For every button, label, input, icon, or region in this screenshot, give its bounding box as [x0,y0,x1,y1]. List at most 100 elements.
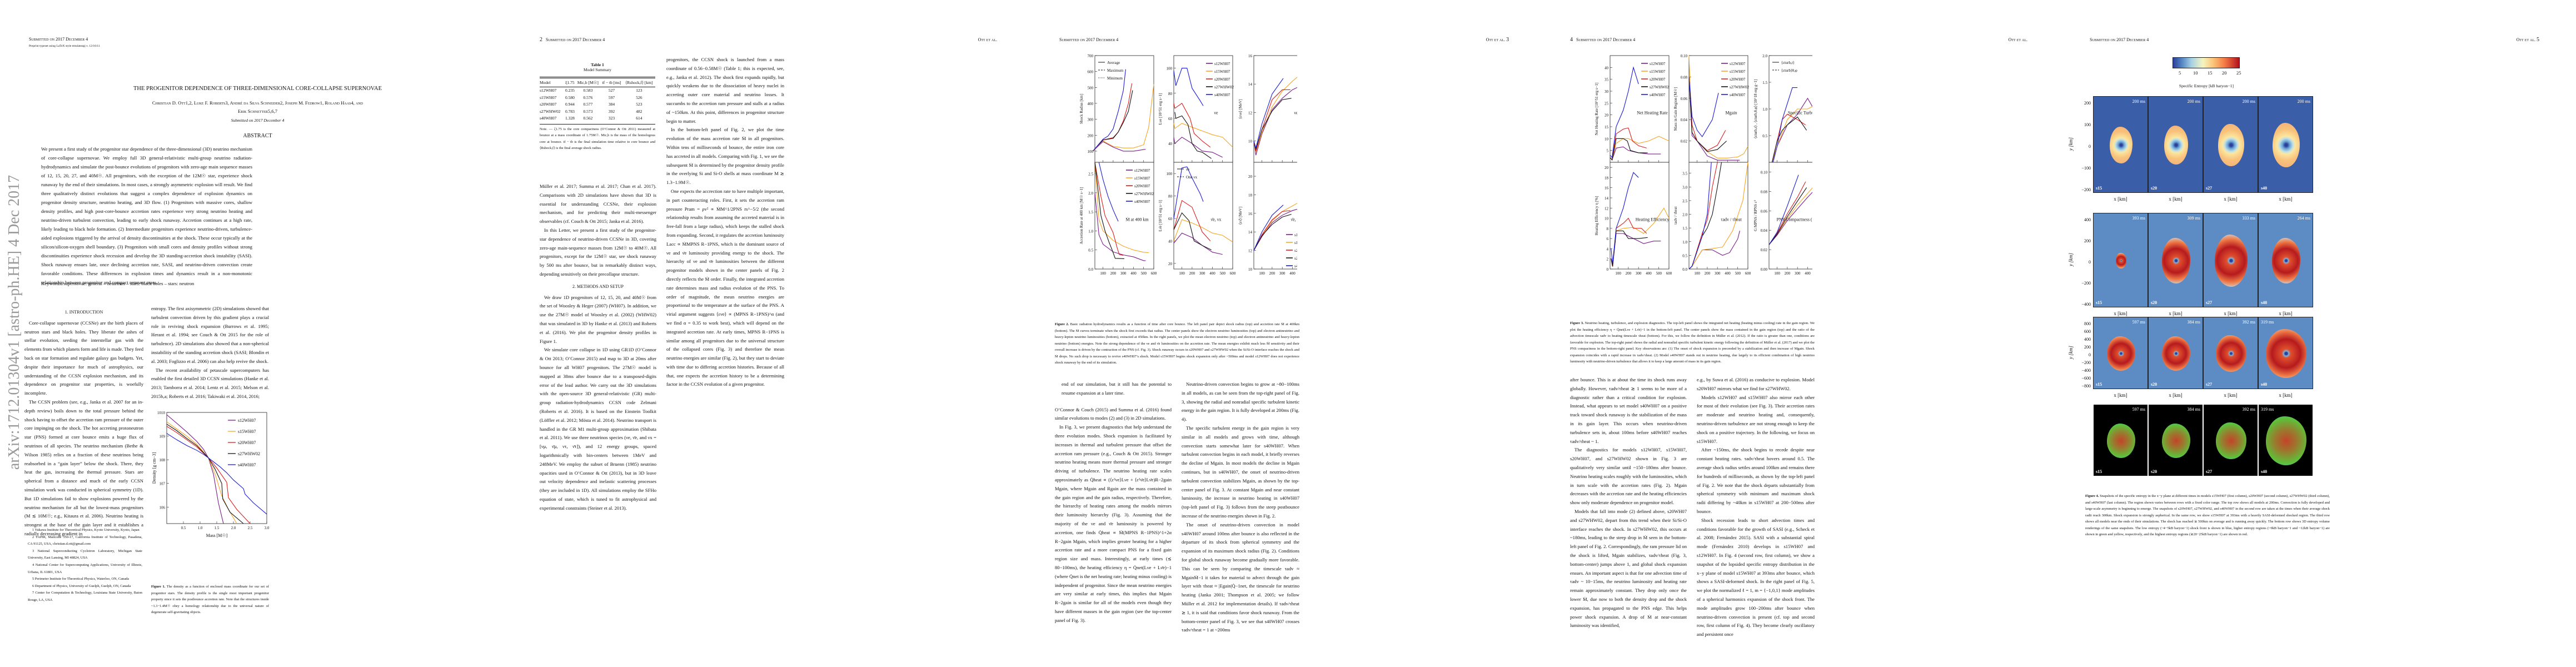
y-tick-label: 3.5 [1682,172,1687,176]
table-cell: 392 [608,108,615,114]
series-line-s15WH07 [1253,77,1297,153]
table-title: Table 1 [591,62,604,67]
paragraph: In the bottom-left panel of Fig. 2, we p… [666,127,784,186]
paper-title: THE PROGENITOR DEPENDENCE OF THREE-DIMEN… [133,86,382,92]
affiliation-footnote: 5 Perimeter Institute for Theoretical Ph… [32,577,129,581]
model-label: s20 [2151,382,2158,387]
legend-label: s12WH07 [1134,168,1150,173]
y-axis-label: Lν̄e [10^51 erg s−1] [1158,200,1163,232]
y-tick-label: −400 [2081,302,2091,307]
affiliation-footnote: 1 Yukawa Institute for Theoretical Physi… [32,528,139,532]
legend-label: s15WH07 [1294,241,1297,245]
series-line-s40WH07 [166,433,267,515]
y-tick-label: 6 [1607,237,1609,241]
x-tick-label: 100 [1615,271,1621,276]
legend-label: s15WH07 [1134,176,1150,181]
snapshot-time: 200 ms [2297,99,2310,104]
legend-label: ν̄e [1186,167,1189,172]
volume-rendering-panel: 597 ms s15 [2093,404,2148,476]
model-label: s15 [2096,186,2102,191]
shocked-region [2109,126,2133,164]
y-tick-label: 0.10 [1681,54,1688,58]
author-list: Christian D. Ott1,2, Luke F. Roberts3, A… [33,99,482,116]
y-tick-label: 3.0 [1682,185,1687,190]
y-tick-label: 1.0 [1682,240,1687,245]
legend-label: s20WH07 [1214,77,1230,82]
series-line-s20WH07 [1173,200,1211,241]
x-tick-label: 200 [1626,271,1632,276]
series-line-s40WH07 [1688,162,1712,270]
paragraph: O’Connor & Couch (2015) and Summa et al.… [1055,406,1172,421]
table-header-cell: Model [540,77,565,87]
entropy-slice-panel: 200 ms s27 [2203,96,2258,193]
legend-label: s40WH07 [1730,93,1746,97]
legend-label: ⟨εturb⟩θ,φ [1781,68,1797,73]
legend-label: s20WH07 [1650,77,1666,82]
model-label: s27 [2206,186,2213,191]
x-tick-label: 100 [1179,271,1185,276]
series-line-s40WH07 [1173,166,1204,219]
page-1: arXiv:1712.01304v1 [astro-ph.HE] 4 Dec 2… [0,0,515,667]
affiliation-footnote: 3 National Superconducting Cyclotron Lab… [28,549,142,560]
colorbar-tick: 5 [2179,70,2181,76]
y-tick-label: 20 [1605,166,1609,170]
section-heading: 1. INTRODUCTION [64,310,103,315]
series-line-s27WHW02 [1611,230,1648,267]
y-tick-label: 60 [1168,117,1173,121]
x-tick-label: 200 [1110,271,1117,276]
series-line-s15WH07 [1092,84,1154,152]
y-tick-label: 25 [1605,101,1609,106]
snapshot-time: 392 ms [2242,320,2255,325]
y-axis-label: ⟨εturb,r⟩ , ⟨εturb,θ,φ⟩ [10^18 erg g−1] [1753,79,1758,139]
x-tick-label: 3.0 [265,526,270,530]
model-label: s40 [2261,469,2268,474]
colorbar-tick: 20 [2222,70,2227,76]
y-tick-label: 40 [1605,66,1609,70]
y-tick-label: 20 [1248,175,1253,179]
table-cell: 0.944 [565,102,575,107]
legend-label: s20WH07 [1294,248,1297,253]
x-tick-label: 200 [1189,271,1195,276]
snapshot-time: 392 ms [2242,407,2255,412]
colorbar [2173,57,2240,68]
x-tick-label: 400 [1130,271,1137,276]
legend-label: s15WH07 [1214,69,1230,74]
series-line-s12WH07 [1094,192,1146,261]
panel-mass-gain: 0.02 0.04 0.06 0.08 0.10 Mass in Gain Region … [1673,54,1748,163]
paragraph: One expects the accrection rate to have … [666,188,784,387]
legend-label: Maximum [1107,68,1124,73]
legend-label: s15WH07 [1730,69,1746,74]
legend-label: s12WH07 [238,418,256,423]
paragraph: The onset of neutrino-driven convection … [1182,521,1299,633]
series-line-s12WH07 [1253,87,1297,156]
legend-label: s27WHW02 [238,451,260,456]
y-tick-label: 10 [1605,217,1609,221]
y-tick-label: 2.0 [1088,191,1093,196]
affiliation-footnote: 6 Department of Physics, University of G… [32,584,131,588]
legend-label: s27WHW02 [1214,85,1234,89]
page-number: 3 [1506,37,1509,43]
y-tick-label: 5 [1607,149,1609,153]
panel-net-heating: 5 10 15 20 25 30 35 40 Net Heating Rate [10^51 e… [1595,55,1670,163]
table-cell: 123 [636,88,642,93]
shocked-region [2214,235,2248,287]
left-column: Müller et al. 2017; Summa et al. 2017; C… [540,182,656,512]
table-cell: 527 [608,88,615,93]
y-tick-label: 2.0 [1762,54,1767,58]
y-tick-label: 0.06 [1681,97,1688,101]
series-line-s12WH07 [1768,192,1812,245]
figure-2-caption: Figure 2. Basic radiation hydrodynamics … [1055,322,1299,365]
x-tick-label: 400 [1805,271,1811,276]
table-subtitle: Model Summary [584,67,611,72]
explosion-volume [2161,423,2191,459]
y-tick-label: 1.5 [1682,226,1687,231]
series-line-s27WHW02 [1092,90,1133,152]
y-tick-label: 100 [2084,122,2091,127]
y-tick-label: 107 [160,482,166,486]
y-tick-label: 14 [1248,230,1253,235]
entropy-slice-panel: 597 ms s15 [2093,317,2148,389]
series-line-s20WH07 [1768,181,1806,245]
series-line-s27WHW02 [1768,187,1807,245]
series-line-s27WHW02 [1174,112,1212,159]
